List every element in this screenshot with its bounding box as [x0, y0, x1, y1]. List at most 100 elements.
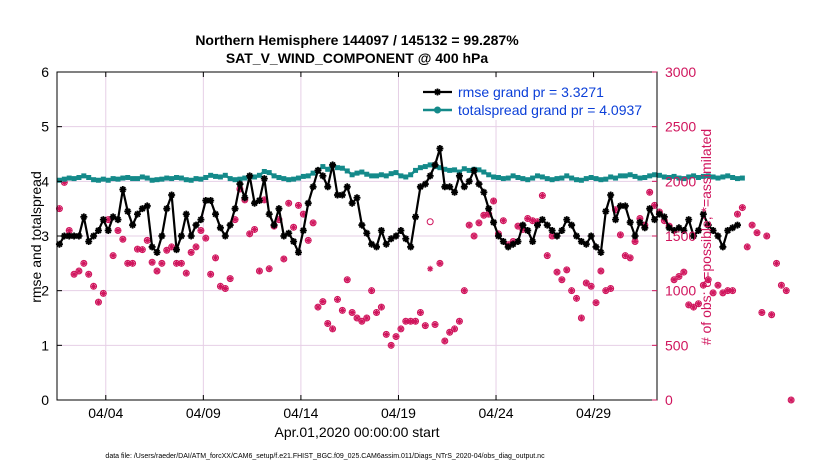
totalspread-point — [208, 172, 214, 178]
rmse-point — [251, 199, 259, 207]
totalspread-point — [183, 177, 189, 183]
rmse-point — [338, 191, 346, 199]
obs-assimilated-point — [173, 260, 180, 267]
totalspread-point — [139, 174, 145, 180]
obs-assimilated-point — [95, 299, 102, 306]
totalspread-point — [700, 173, 706, 179]
rmse-point — [451, 188, 459, 196]
totalspread-point — [671, 173, 677, 179]
rmse-point — [85, 237, 93, 245]
obs-assimilated-point — [622, 252, 629, 259]
totalspread-point — [549, 177, 555, 183]
totalspread-point — [515, 175, 521, 181]
totalspread-point — [617, 173, 623, 179]
rmse-point — [236, 180, 244, 188]
rmse-point — [373, 243, 381, 251]
obs-assimilated-point — [124, 260, 131, 267]
rmse-point — [699, 210, 707, 218]
rmse-point — [124, 207, 132, 215]
rmse-point — [514, 237, 522, 245]
rmse-point — [553, 232, 561, 240]
rmse-point — [294, 248, 302, 256]
obs-assimilated-point — [71, 271, 78, 278]
rmse-point — [597, 248, 605, 256]
totalspread-point — [608, 174, 614, 180]
rmse-point — [270, 221, 278, 229]
obs-assimilated-point — [75, 267, 82, 274]
rmse-point — [290, 237, 298, 245]
rmse-point — [480, 188, 488, 196]
rmse-point — [212, 210, 220, 218]
rmse-point — [533, 221, 541, 229]
rmse-point — [573, 232, 581, 240]
rmse-point — [602, 207, 610, 215]
x-tick-label: 04/14 — [283, 405, 318, 421]
totalspread-point — [193, 176, 199, 182]
totalspread-point — [539, 174, 545, 180]
rmse-point — [114, 216, 122, 224]
totalspread-point — [559, 175, 565, 181]
obs-assimilated-point — [422, 322, 429, 329]
rmse-point — [109, 213, 117, 221]
totalspread-point — [271, 173, 277, 179]
rmse-point — [407, 243, 415, 251]
rmse-point — [309, 183, 317, 191]
rmse-point — [670, 227, 678, 235]
totalspread-point — [705, 173, 711, 179]
obs-assimilated-point — [675, 273, 682, 280]
rmse-point — [431, 161, 439, 169]
rmse-point — [636, 218, 644, 226]
y-tick-label-left: 0 — [41, 392, 49, 408]
totalspread-point — [134, 176, 140, 182]
obs-assimilated-point — [456, 318, 463, 325]
rmse-point — [621, 202, 629, 210]
totalspread-point — [681, 176, 687, 182]
obs-assimilated-point — [397, 325, 404, 332]
rmse-point — [475, 180, 483, 188]
rmse-point — [241, 194, 249, 202]
rmse-point — [416, 183, 424, 191]
series-totalspread — [56, 162, 745, 183]
obs-assimilated-point — [324, 320, 331, 327]
rmse-point — [75, 232, 83, 240]
totalspread-point — [120, 175, 126, 181]
rmse-point — [60, 232, 68, 240]
rmse-point — [70, 232, 78, 240]
totalspread-point — [66, 175, 72, 181]
totalspread-point — [427, 162, 433, 168]
obs-assimilated-point — [724, 287, 731, 294]
totalspread-point — [154, 177, 160, 183]
obs-assimilated-point — [466, 222, 473, 229]
obs-assimilated-point — [290, 224, 297, 231]
totalspread-point — [349, 172, 355, 178]
legend-entries: rmse grand pr = 3.3271 totalspread grand … — [423, 84, 642, 118]
totalspread-point — [739, 175, 745, 181]
rmse-point — [197, 216, 205, 224]
obs-assimilated-point — [217, 283, 224, 290]
rmse-point — [168, 191, 176, 199]
totalspread-point — [217, 174, 223, 180]
rmse-point — [363, 229, 371, 237]
obs-assimilated-point — [388, 342, 395, 349]
rmse-point — [709, 227, 717, 235]
totalspread-point — [344, 168, 350, 174]
totalspread-point — [564, 173, 570, 179]
totalspread-point — [164, 175, 170, 181]
rmse-point — [163, 205, 171, 213]
totalspread-point — [252, 174, 258, 180]
obs-assimilated-point — [554, 269, 560, 276]
obs-assimilated-point — [485, 211, 492, 218]
legend-box — [418, 78, 652, 120]
totalspread-point — [310, 170, 316, 176]
rmse-point — [577, 237, 585, 245]
obs-assimilated-point — [690, 304, 697, 311]
y-tick-label-right: 3000 — [665, 64, 696, 80]
obs-assimilated-point — [461, 287, 468, 294]
totalspread-point — [369, 173, 375, 179]
obs-assimilated-point — [680, 269, 687, 276]
obs-assimilated-point — [500, 217, 507, 224]
rmse-point — [221, 232, 229, 240]
rmse-point — [94, 227, 102, 235]
totalspread-point — [364, 171, 370, 177]
totalspread-point — [266, 170, 272, 176]
